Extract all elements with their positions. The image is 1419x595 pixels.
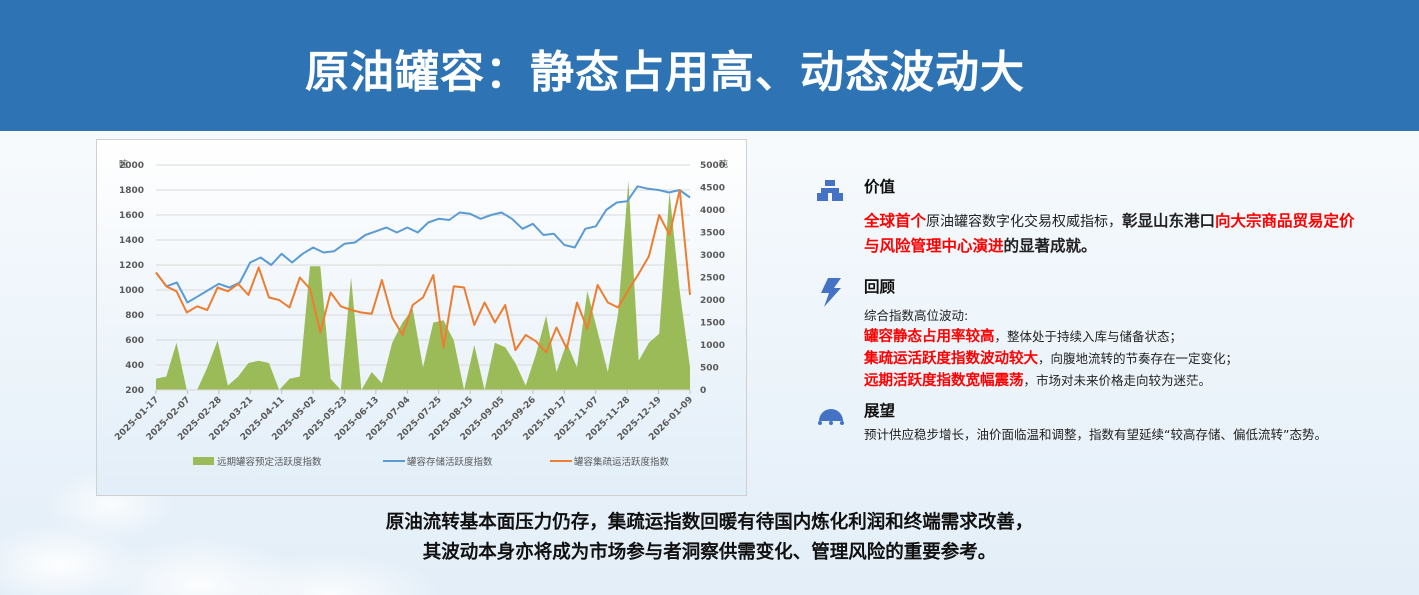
value-text: 全球首个原油罐容数字化交易权威指标，彰显山东港口向大宗商品贸易定价与风险管理中心… xyxy=(864,209,1364,258)
svg-text:罐容集疏运活跃度指数: 罐容集疏运活跃度指数 xyxy=(574,456,670,468)
svg-text:3000: 3000 xyxy=(700,251,725,261)
dome-icon xyxy=(818,409,844,425)
review-text: 综合指数高位波动: 罐容静态占用率较高，整体处于持续入库与储备状态； 集疏运活跃… xyxy=(864,305,1364,392)
review-highlight-2: 集疏运活跃度指数波动较大 xyxy=(864,351,1038,367)
svg-text:3500: 3500 xyxy=(700,229,725,239)
svg-text:4500: 4500 xyxy=(700,184,725,194)
review-line-3: 远期活跃度指数宽幅震荡，市场对未来价格走向较为迷茫。 xyxy=(864,370,1364,392)
review-plain-1: ，整体处于持续入库与储备状态； xyxy=(994,329,1183,344)
review-highlight-3: 远期活跃度指数宽幅震荡 xyxy=(864,373,1024,389)
svg-text:1800: 1800 xyxy=(119,186,144,196)
svg-text:1000: 1000 xyxy=(700,341,725,351)
review-line-1: 罐容静态占用率较高，整体处于持续入库与储备状态； xyxy=(864,326,1364,348)
svg-text:吨: 吨 xyxy=(719,158,728,170)
section-title-value: 价值 xyxy=(864,178,896,196)
svg-text:1400: 1400 xyxy=(119,236,144,246)
review-intro: 综合指数高位波动: xyxy=(864,308,969,323)
svg-text:0: 0 xyxy=(700,386,706,396)
review-plain-3: ，市场对未来价格走向较为迷茫。 xyxy=(1023,373,1212,388)
chart-container: 200 400 600 800 1000 1200 1400 1600 1800 2000 0 500… xyxy=(96,139,747,496)
section-title-outlook: 展望 xyxy=(864,402,896,420)
svg-text:1200: 1200 xyxy=(119,261,144,271)
section-title-review: 回顾 xyxy=(864,278,896,296)
section-value: 价值 全球首个原油罐容数字化交易权威指标，彰显山东港口向大宗商品贸易定价与风险管… xyxy=(816,175,1366,265)
svg-text:800: 800 xyxy=(125,311,144,321)
svg-text:罐容存储活跃度指数: 罐容存储活跃度指数 xyxy=(407,456,493,468)
svg-text:2000: 2000 xyxy=(119,161,144,171)
outlook-text: 预计供应稳步增长，油价面临温和调整，指数有望延续“较高存储、偏低流转”态势。 xyxy=(864,427,1327,442)
svg-text:500: 500 xyxy=(700,364,719,374)
svg-text:200: 200 xyxy=(125,386,144,396)
section-review: 回顾 综合指数高位波动: 罐容静态占用率较高，整体处于持续入库与储备状态； 集疏… xyxy=(816,275,1366,395)
section-outlook: 展望 预计供应稳步增长，油价面临温和调整，指数有望延续“较高存储、偏低流转”态势… xyxy=(816,399,1366,469)
svg-text:吨: 吨 xyxy=(119,158,128,170)
svg-text:远期罐容预定活跃度指数: 远期罐容预定活跃度指数 xyxy=(217,456,322,468)
conclusion-line-2: 其波动本身亦将成为市场参与者洞察供需变化、管理风险的重要参考。 xyxy=(422,542,997,563)
value-bold-1: 彰显山东港口 xyxy=(1122,212,1216,230)
page-title: 原油罐容：静态占用高、动态波动大 xyxy=(305,47,1025,98)
svg-text:1000: 1000 xyxy=(119,286,144,296)
svg-text:1500: 1500 xyxy=(700,319,725,329)
review-line-2: 集疏运活跃度指数波动较大，向腹地流转的节奏存在一定变化； xyxy=(864,348,1364,370)
review-highlight-1: 罐容静态占用率较高 xyxy=(864,329,995,345)
svg-text:1600: 1600 xyxy=(119,211,144,221)
review-plain-2: ，向腹地流转的节奏存在一定变化； xyxy=(1038,351,1239,366)
value-plain-1: 原油罐容数字化交易权威指标， xyxy=(926,214,1123,230)
svg-text:2000: 2000 xyxy=(700,296,725,306)
value-highlight-2: 向大宗商品贸易定价与风险管理中心演进 xyxy=(864,212,1355,255)
combo-chart: 200 400 600 800 1000 1200 1400 1600 1800 2000 0 500… xyxy=(113,158,728,468)
header-banner: 原油罐容：静态占用高、动态波动大 xyxy=(0,0,1419,131)
conclusion: 原油流转基本面压力仍存，集疏运指数回暖有待国内炼化利润和终端需求改善， 其波动本… xyxy=(0,508,1419,568)
value-highlight-1: 全球首个 xyxy=(864,212,927,230)
svg-text:4000: 4000 xyxy=(700,206,725,216)
hierarchy-icon xyxy=(817,180,843,201)
conclusion-line-1: 原油流转基本面压力仍存，集疏运指数回暖有待国内炼化利润和终端需求改善， xyxy=(385,512,1034,533)
svg-text:400: 400 xyxy=(125,361,144,371)
svg-text:5000: 5000 xyxy=(700,161,725,171)
lightning-icon xyxy=(821,278,841,307)
svg-text:2500: 2500 xyxy=(700,274,725,284)
value-bold-2: 的显著成就。 xyxy=(1003,237,1097,255)
svg-text:600: 600 xyxy=(125,336,144,346)
